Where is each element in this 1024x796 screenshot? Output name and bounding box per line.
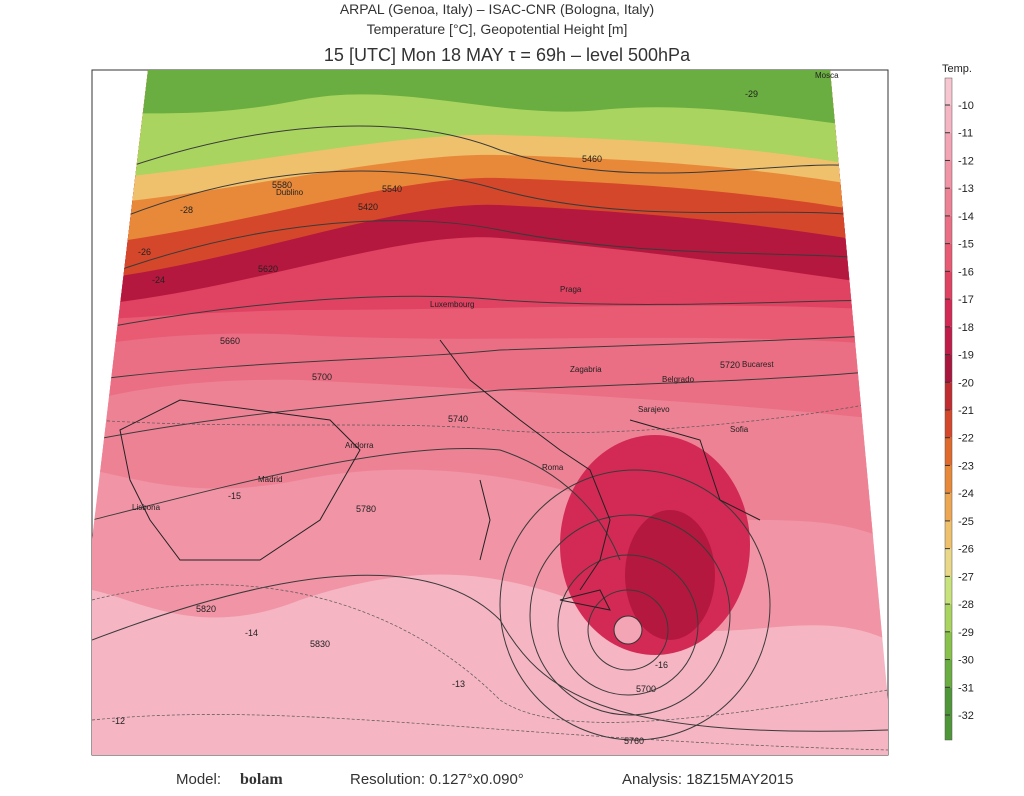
city-label: Andorra: [345, 441, 374, 450]
contour-label: -26: [138, 247, 151, 257]
contour-label: 5780: [356, 504, 376, 514]
city-label: Sofia: [730, 425, 749, 434]
city-label: Zagabria: [570, 365, 602, 374]
colorbar-title: Temp.: [942, 63, 972, 75]
colorbar-tick-label: -20: [958, 377, 974, 389]
contour-label: -29: [745, 89, 758, 99]
colorbar-swatch: [945, 105, 952, 133]
city-label: Belgrado: [662, 375, 695, 384]
colorbar-tick-label: -13: [958, 183, 974, 195]
colorbar-tick-label: -29: [958, 627, 974, 639]
footer-resolution: Resolution: 0.127°x0.090°: [350, 771, 524, 788]
contour-label: 5700: [312, 372, 332, 382]
colorbar-swatch: [945, 631, 952, 660]
colorbar-tick-label: -28: [958, 599, 974, 611]
colorbar-swatch: [945, 437, 952, 466]
colorbar-tick-label: -16: [958, 266, 974, 278]
contour-label: 5760: [624, 736, 644, 746]
header-line: Temperature [°C], Geopotential Height [m…: [367, 21, 628, 37]
contour-label: -12: [112, 716, 125, 726]
colorbar-tick-label: -31: [958, 682, 974, 694]
colorbar-swatch: [945, 659, 952, 688]
city-labels: Madrid Lisbona Andorra Roma Praga Zagabr…: [132, 71, 839, 512]
contour-label: -24: [152, 275, 165, 285]
colorbar-swatch: [945, 160, 952, 189]
map-title: 15 [UTC] Mon 18 MAY τ = 69h – level 500h…: [324, 45, 691, 65]
colorbar-tick-label: -32: [958, 710, 974, 722]
contour-label: 5740: [448, 414, 468, 424]
contour-label: 5580: [272, 180, 292, 190]
colorbar-swatch: [945, 215, 952, 244]
colorbar-swatch: [945, 548, 952, 577]
colorbar-swatch: [945, 132, 952, 161]
city-label: Praga: [560, 285, 582, 294]
city-label: Sarajevo: [638, 405, 670, 414]
city-label: Madrid: [258, 475, 282, 484]
colorbar-tick-label: -26: [958, 544, 974, 556]
colorbar-swatch: [945, 299, 952, 327]
colorbar-swatch: [945, 604, 952, 632]
colorbar-swatch: [945, 520, 952, 549]
city-label: Bucarest: [742, 360, 774, 369]
colorbar-tick-label: -10: [958, 100, 974, 112]
city-label: Dublino: [276, 188, 304, 197]
contour-label: -14: [245, 628, 258, 638]
colorbar-tick-label: -14: [958, 211, 974, 223]
contour-label: 5620: [258, 264, 278, 274]
contour-label: 5820: [196, 604, 216, 614]
contour-label: -15: [228, 491, 241, 501]
colorbar-swatch: [945, 465, 952, 494]
footer-label: Model:: [176, 771, 221, 788]
colorbar-swatch: [945, 243, 952, 272]
city-label: Lisbona: [132, 503, 161, 512]
colorbar-tick-label: -30: [958, 655, 974, 667]
colorbar-swatch: [945, 410, 952, 438]
city-label: Roma: [542, 463, 564, 472]
colorbar-swatch: [945, 188, 952, 216]
colorbar-tick-label: -25: [958, 516, 974, 528]
contour-label: 5720: [720, 360, 740, 370]
city-label: Luxembourg: [430, 300, 474, 309]
colorbar-tick-label: -21: [958, 405, 974, 417]
colorbar: -10 -11 -12 -13 -14 -15 -16 -17 -18 -19 -20 -21 -22 -…: [944, 77, 974, 741]
colorbar-tick-label: -18: [958, 322, 974, 334]
colorbar-tick-label: -19: [958, 350, 974, 362]
contour-label: 5460: [582, 154, 602, 164]
colorbar-swatch: [945, 576, 952, 605]
city-label: Mosca: [815, 71, 839, 80]
footer-analysis: Analysis: 18Z15MAY2015: [622, 771, 793, 788]
colorbar-tick-label: -11: [958, 128, 973, 140]
colorbar-tick-label: -12: [958, 155, 974, 167]
contour-label: 5540: [382, 184, 402, 194]
contour-labels: 5700 5740 5780 5820 5830 5660 5620 5580 …: [112, 89, 758, 746]
header-line: ARPAL (Genoa, Italy) – ISAC-CNR (Bologna…: [340, 1, 654, 17]
temperature-field: [92, 70, 888, 755]
footer-model: bolam: [240, 771, 283, 788]
colorbar-tick-label: -22: [958, 433, 974, 445]
colorbar-tick-label: -24: [958, 488, 974, 500]
colorbar-swatch: [945, 271, 952, 300]
colorbar-tick-label: -27: [958, 571, 974, 583]
contour-label: 5830: [310, 639, 330, 649]
contour-label: 5660: [220, 336, 240, 346]
colorbar-swatch: [945, 354, 952, 383]
contour-label: -13: [452, 679, 465, 689]
contour-label: 5700: [636, 684, 656, 694]
contour-label: 5420: [358, 202, 378, 212]
colorbar-swatch: [945, 326, 952, 355]
colorbar-swatch: [945, 493, 952, 521]
contour-label: -16: [655, 660, 668, 670]
colorbar-tick-label: -17: [958, 294, 974, 306]
contour-label: -28: [180, 205, 193, 215]
colorbar-border: [944, 77, 953, 741]
colorbar-tick-label: -23: [958, 460, 974, 472]
colorbar-swatch: [945, 687, 952, 740]
colorbar-swatch: [945, 382, 952, 410]
colorbar-tick-label: -15: [958, 239, 974, 251]
colorbar-swatch: [945, 78, 952, 105]
